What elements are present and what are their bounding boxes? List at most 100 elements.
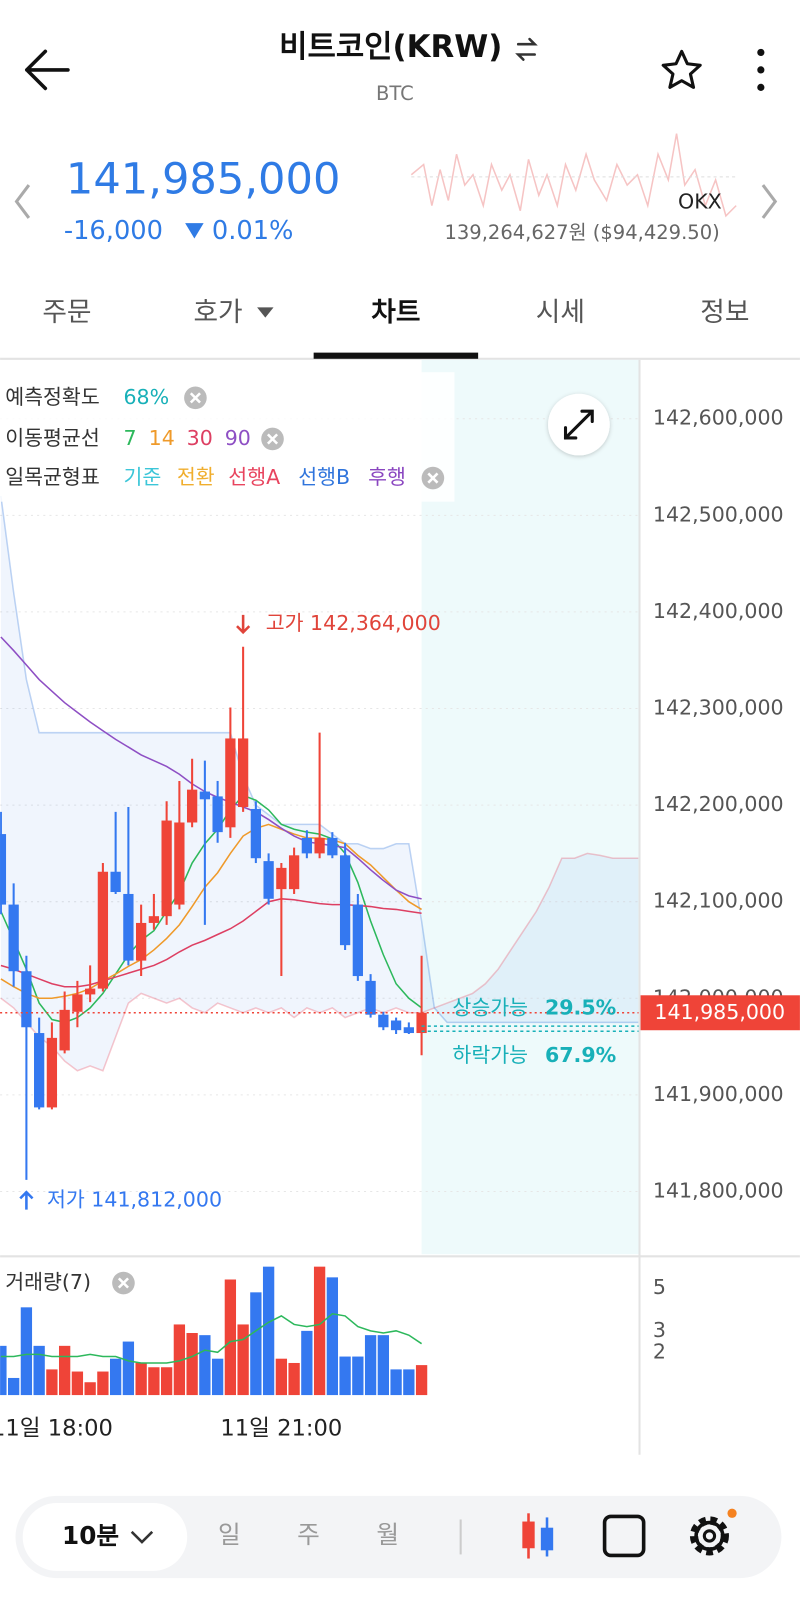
candle-body	[123, 893, 134, 961]
y-tick-label: 142,100,000	[653, 889, 784, 913]
tab-bar: 주문 호가 차트 시세 정보	[0, 297, 800, 360]
close-button[interactable]	[112, 1271, 135, 1295]
volume-bar	[135, 1362, 147, 1396]
volume-tick-label: 2	[653, 1339, 666, 1363]
volume-bar	[275, 1358, 288, 1396]
candle-body	[148, 916, 160, 923]
candle-body	[339, 855, 351, 946]
moving-average-line	[0, 794, 423, 1024]
low-label: 저가 141,812,000	[47, 1187, 222, 1211]
price-change: -16,000	[64, 216, 163, 246]
prev-button[interactable]	[14, 184, 31, 219]
more-button[interactable]	[757, 48, 765, 91]
period-week[interactable]: 주	[297, 1520, 320, 1549]
price-summary: 141,985,000 -16,000 0.01% OKX 139,264,62…	[14, 133, 778, 246]
interval-select[interactable]: 10분	[22, 1503, 188, 1571]
candle-body	[365, 980, 376, 1015]
candle-body	[352, 904, 363, 977]
chart-type-button[interactable]	[522, 1513, 554, 1559]
favorite-button[interactable]	[661, 49, 702, 89]
next-button[interactable]	[761, 184, 778, 219]
swap-icon[interactable]	[515, 37, 538, 61]
volume-bar	[288, 1362, 300, 1396]
expand-button[interactable]	[548, 393, 610, 456]
down-triangle	[185, 223, 204, 239]
tab[interactable]: 주문	[42, 297, 91, 328]
candle-body	[390, 1020, 402, 1031]
volume-bar	[58, 1345, 71, 1396]
drawing-button[interactable]	[602, 1514, 646, 1558]
volume-bar	[173, 1324, 186, 1396]
volume-bar	[364, 1335, 377, 1396]
exchange-name: OKX	[678, 190, 722, 214]
candle-body	[0, 834, 7, 905]
close-x	[266, 433, 279, 445]
candle-body	[378, 1014, 389, 1028]
tab[interactable]: 호가	[193, 297, 242, 328]
volume-bar	[71, 1371, 84, 1396]
volume-bar	[313, 1266, 326, 1396]
volume-chart: 5 32 거래량(7)	[0, 1266, 666, 1396]
period-day[interactable]: 일	[218, 1520, 241, 1549]
candle-body	[110, 871, 121, 893]
back-button[interactable]	[25, 49, 70, 91]
candle-body	[199, 791, 211, 800]
volume-bar	[237, 1324, 249, 1396]
close-button[interactable]	[261, 427, 284, 451]
period-month[interactable]: 월	[376, 1520, 399, 1549]
volume-tick-label: 5	[653, 1275, 666, 1299]
candle-body	[85, 988, 96, 995]
moving-average-line	[0, 898, 422, 988]
settings-button[interactable]	[689, 1508, 737, 1556]
sparkline	[410, 133, 737, 218]
candle-body	[276, 867, 287, 890]
change-rate: 0.01%	[212, 216, 294, 246]
candle-body	[161, 820, 172, 917]
candle-body	[46, 1037, 58, 1108]
tab[interactable]: 정보	[700, 297, 749, 328]
legend-entry: 기준	[123, 465, 161, 489]
current-price-box	[639, 995, 800, 1031]
y-tick-label: 141,800,000	[653, 1178, 784, 1202]
prediction-down-label: 하락가능	[452, 1043, 528, 1067]
price-chart: 142,600,000 142,500,000 142,400,000 142,300…	[0, 359, 800, 1255]
y-tick-label: 142,200,000	[653, 792, 784, 816]
prediction-area	[421, 359, 640, 1255]
candle-body	[288, 855, 300, 890]
candle-body	[212, 796, 223, 833]
tab[interactable]: 시세	[536, 297, 585, 328]
volume-bar	[20, 1307, 33, 1396]
volume-bar	[377, 1335, 389, 1396]
legend-entry: 7	[123, 426, 136, 450]
subtitle: BTC	[376, 82, 414, 105]
candle-body	[301, 837, 312, 854]
volume-bar	[33, 1345, 45, 1396]
prediction-down-value: 67.9%	[545, 1043, 616, 1067]
volume-bar	[390, 1369, 402, 1396]
close-x	[189, 392, 201, 404]
volume-bar	[415, 1365, 428, 1396]
toolbar: 10분 일 주 월	[15, 1495, 782, 1579]
volume-bar	[262, 1266, 275, 1396]
volume-bar	[46, 1369, 58, 1396]
x-tick-label: 11일 18:00	[0, 1416, 113, 1442]
candle-body	[21, 971, 32, 1028]
header: 비트코인(KRW) BTC	[25, 29, 765, 105]
volume-bar	[8, 1377, 20, 1396]
interval-label: 10분	[62, 1521, 119, 1550]
close-button[interactable]	[184, 386, 207, 410]
candle-body	[314, 837, 325, 854]
volume-bar	[403, 1369, 415, 1396]
close-button[interactable]	[421, 466, 445, 490]
candle-body	[97, 871, 109, 989]
tab[interactable]: 차트	[371, 297, 420, 328]
legend-entry: 전환	[177, 465, 215, 489]
legend-entry: 14	[149, 426, 175, 450]
volume-bar	[109, 1358, 122, 1396]
volume-tick-label: 3	[653, 1318, 666, 1342]
current-price: 141,985,000	[66, 154, 341, 204]
plot-area	[0, 495, 639, 1180]
